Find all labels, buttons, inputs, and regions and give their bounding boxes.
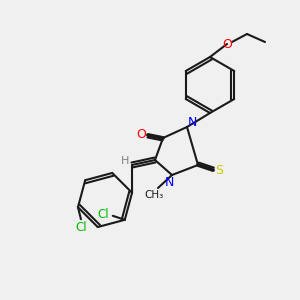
Text: O: O [222,38,232,50]
Text: CH₃: CH₃ [144,190,164,200]
Text: S: S [215,164,223,178]
Text: N: N [187,116,197,130]
Text: O: O [136,128,146,140]
Text: H: H [121,156,129,166]
Text: Cl: Cl [75,221,87,234]
Text: N: N [164,176,174,188]
Text: Cl: Cl [97,208,109,221]
